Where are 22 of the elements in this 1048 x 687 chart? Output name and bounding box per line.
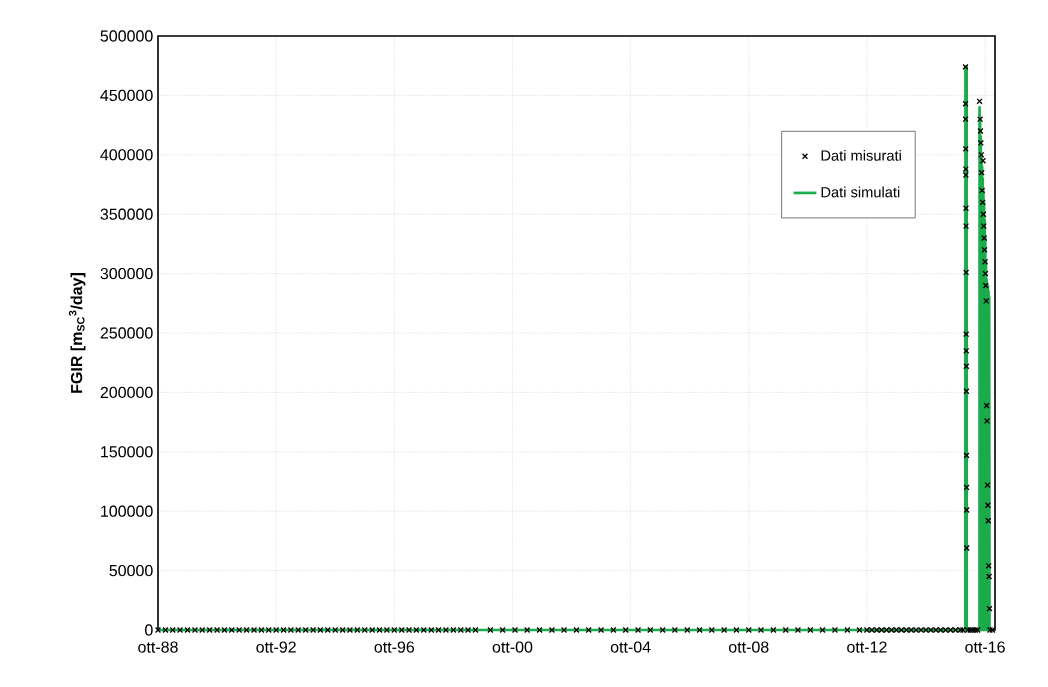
x-tick-label: ott-88 — [138, 641, 178, 653]
y-axis-title: FGIR [m$_{SC}$$^{3}$/day] — [68, 273, 86, 393]
y-tick-label: 250000 — [100, 327, 153, 339]
y-tick-label: 300000 — [100, 267, 153, 280]
x-tick-label: ott-96 — [374, 641, 415, 653]
y-tick-label: 400000 — [100, 149, 153, 161]
y-tick-label: 50000 — [109, 564, 153, 577]
y-tick-label: 100000 — [101, 505, 153, 517]
y-tick-label: 150000 — [101, 446, 153, 458]
y-tick-label: 200000 — [100, 386, 153, 399]
y-tick-label: 500000 — [100, 30, 153, 42]
x-tick-label: ott-12 — [847, 641, 887, 653]
y-tick-label: 350000 — [100, 208, 153, 220]
x-tick-label: ott-92 — [256, 641, 296, 653]
x-tick-label: ott-00 — [492, 641, 533, 653]
legend-label: Dati misurati — [821, 149, 901, 161]
y-tick-label: 0 — [145, 624, 153, 636]
legend-label: Dati simulati — [821, 186, 900, 198]
x-tick-label: ott-04 — [610, 641, 651, 653]
x-tick-label: ott-08 — [728, 641, 769, 653]
y-tick-label: 450000 — [100, 89, 153, 102]
x-tick-label: ott-16 — [965, 641, 1005, 653]
